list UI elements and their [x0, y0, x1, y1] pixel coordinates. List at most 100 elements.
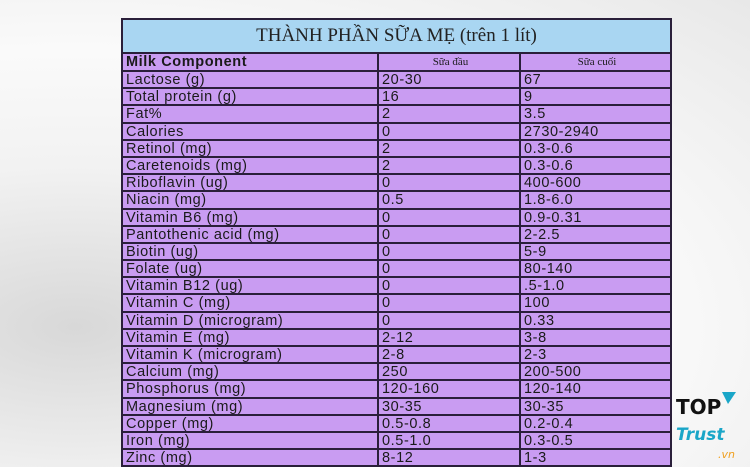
table-row: Vitamin K (microgram) 2-8 2-3 — [123, 347, 670, 365]
colostrum-cell: 0 — [379, 209, 521, 225]
table-row: Pantothenic acid (mg) 0 2-2.5 — [123, 226, 670, 244]
component-cell: Calories — [123, 123, 379, 139]
component-cell: Vitamin B6 (mg) — [123, 209, 379, 225]
colostrum-cell: 0 — [379, 261, 521, 277]
colostrum-cell: 2-8 — [379, 347, 521, 363]
milk-composition-table: THÀNH PHẦN SỮA MẸ (trên 1 lít) Milk Comp… — [121, 18, 672, 467]
table-row: Calories 0 2730-2940 — [123, 123, 670, 141]
hindmilk-cell: 400-600 — [524, 175, 582, 191]
table-row: Biotin (ug) 0 5-9 — [123, 243, 670, 262]
toptrust-logo: TOP Trust .vn — [676, 392, 736, 461]
table-row: Magnesium (mg) 30-35 30-35 — [123, 398, 670, 416]
colostrum-cell: 0.5-1.0 — [379, 432, 521, 449]
colostrum-cell: 2-12 — [379, 329, 521, 345]
component-cell: Phosphorus (mg) — [123, 381, 379, 397]
hindmilk-cell: 0.2-0.4 — [524, 415, 574, 431]
component-cell: Copper (mg) — [123, 415, 379, 431]
hindmilk-cell: 0.33 — [524, 312, 555, 328]
colostrum-cell: 120-160 — [379, 381, 521, 397]
colostrum-cell: 0 — [379, 295, 521, 311]
component-cell: Biotin (ug) — [123, 243, 379, 260]
table-row: Vitamin C (mg) 0 100 — [123, 295, 670, 313]
table-row: Total protein (g) 16 9 — [123, 89, 670, 107]
component-cell: Niacin (mg) — [123, 192, 379, 208]
colostrum-cell: 0 — [379, 243, 521, 260]
component-cell: Caretenoids (mg) — [123, 157, 379, 174]
table-row: Retinol (mg) 2 0.3-0.6 — [123, 140, 670, 158]
hindmilk-cell: .5-1.0 — [524, 278, 565, 294]
hindmilk-cell: 1-3 — [524, 450, 547, 466]
table-header-row: Milk Component Sữa đầu Sữa cuối — [123, 54, 670, 72]
colostrum-cell: 0 — [379, 312, 521, 328]
table-row: Vitamin E (mg) 2-12 3-8 — [123, 329, 670, 347]
component-cell: Vitamin C (mg) — [123, 295, 379, 311]
table-row: Vitamin B6 (mg) 0 0.9-0.31 — [123, 209, 670, 227]
component-cell: Vitamin E (mg) — [123, 329, 379, 345]
svg-text:Trust: Trust — [676, 425, 725, 445]
colostrum-cell: 30-35 — [379, 398, 521, 414]
hindmilk-cell: 0.3-0.6 — [524, 157, 574, 174]
component-cell: Total protein (g) — [123, 89, 379, 105]
hindmilk-cell: 200-500 — [524, 364, 582, 380]
colostrum-cell: 2 — [379, 106, 521, 122]
component-cell: Zinc (mg) — [123, 450, 379, 466]
colostrum-cell: 0.5 — [379, 192, 521, 208]
hindmilk-cell: 3-8 — [524, 329, 547, 345]
hindmilk-cell: 0.3-0.5 — [524, 432, 574, 449]
colostrum-cell: 2 — [379, 157, 521, 174]
component-cell: Vitamin K (microgram) — [123, 347, 379, 363]
component-cell: Folate (ug) — [123, 261, 379, 277]
table-row: Vitamin B12 (ug) 0.5-1.0 — [123, 278, 670, 296]
hindmilk-cell: 2-2.5 — [524, 226, 561, 242]
hindmilk-cell: 67 — [524, 72, 542, 88]
hindmilk-cell: 80-140 — [524, 261, 573, 277]
table-row: Phosphorus (mg) 120-160 120-140 — [123, 381, 670, 399]
hindmilk-cell: 2730-2940 — [524, 123, 599, 139]
colostrum-cell: 16 — [379, 89, 521, 105]
svg-text:.vn: .vn — [718, 448, 735, 461]
colostrum-cell: 0 — [379, 226, 521, 242]
component-cell: Magnesium (mg) — [123, 398, 379, 414]
component-cell: Iron (mg) — [123, 432, 379, 449]
component-cell: Lactose (g) — [123, 72, 379, 88]
component-cell: Retinol (mg) — [123, 140, 379, 156]
component-cell: Vitamin D (microgram) — [123, 312, 379, 328]
table-title: THÀNH PHẦN SỮA MẸ (trên 1 lít) — [123, 20, 670, 54]
colostrum-cell: 0 — [379, 278, 521, 294]
colostrum-cell: 20-30 — [379, 72, 521, 88]
table-row: Riboflavin (ug) 0 400-600 — [123, 175, 670, 193]
header-component: Milk Component — [123, 54, 379, 70]
hindmilk-cell: 3.5 — [524, 106, 546, 122]
hindmilk-cell: 30-35 — [524, 398, 565, 414]
component-cell: Riboflavin (ug) — [123, 175, 379, 191]
svg-text:TOP: TOP — [676, 395, 721, 419]
table-row: Copper (mg) 0.5-0.8 0.2-0.4 — [123, 415, 670, 433]
colostrum-cell: 2 — [379, 140, 521, 156]
hindmilk-cell: 2-3 — [524, 347, 547, 363]
hindmilk-cell: 100 — [524, 295, 550, 311]
hindmilk-cell: 1.8-6.0 — [524, 192, 574, 208]
component-cell: Calcium (mg) — [123, 364, 379, 380]
colostrum-cell: 0 — [379, 123, 521, 139]
table-row: Zinc (mg) 8-12 1-3 — [123, 450, 670, 467]
table-row: Niacin (mg) 0.5 1.8-6.0 — [123, 192, 670, 210]
table-row: Folate (ug) 0 80-140 — [123, 261, 670, 279]
table-row: Lactose (g) 20-30 67 — [123, 72, 670, 90]
hindmilk-cell: 0.3-0.6 — [524, 140, 574, 156]
colostrum-cell: 0.5-0.8 — [379, 415, 521, 431]
hindmilk-cell: 9 — [524, 89, 533, 105]
table-row: Calcium (mg) 250 200-500 — [123, 364, 670, 382]
component-cell: Fat% — [123, 106, 379, 122]
component-cell: Vitamin B12 (ug) — [123, 278, 379, 294]
colostrum-cell: 250 — [379, 364, 521, 380]
colostrum-cell: 0 — [379, 175, 521, 191]
colostrum-cell: 8-12 — [379, 450, 521, 466]
hindmilk-cell: 120-140 — [524, 381, 582, 397]
hindmilk-cell: 0.9-0.31 — [524, 209, 583, 225]
component-cell: Pantothenic acid (mg) — [123, 226, 379, 242]
header-hindmilk: Sữa cuối — [577, 56, 617, 68]
header-colostrum: Sữa đầu — [379, 54, 521, 70]
table-row: Iron (mg) 0.5-1.0 0.3-0.5 — [123, 432, 670, 451]
table-row: Fat% 2 3.5 — [123, 106, 670, 124]
table-row: Vitamin D (microgram) 0 0.33 — [123, 312, 670, 330]
